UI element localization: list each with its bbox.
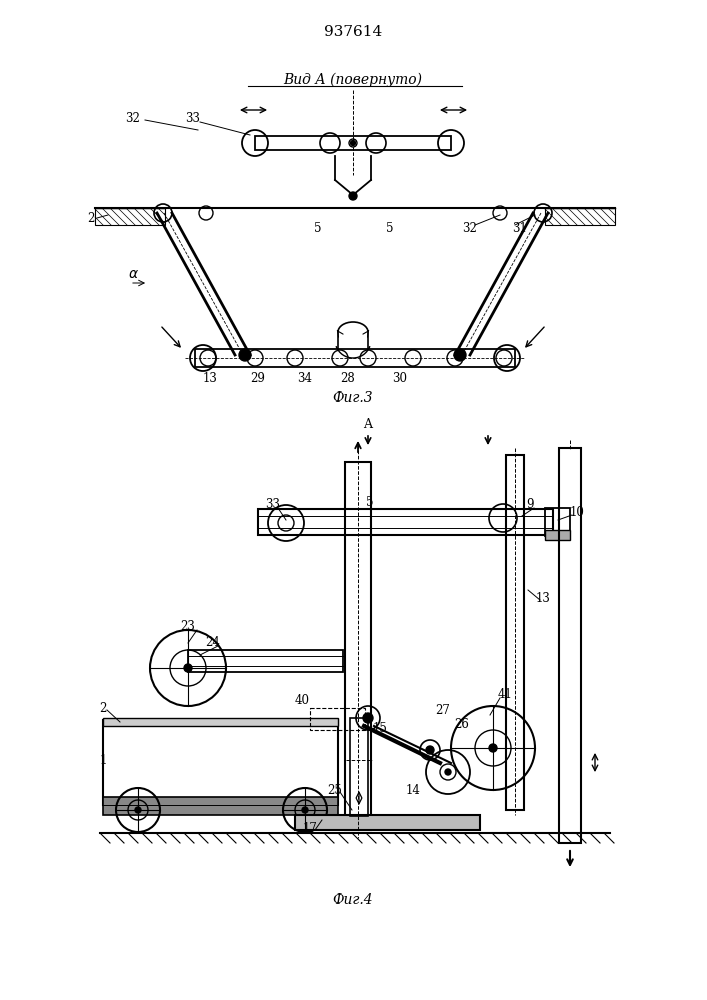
Bar [195, 349, 515, 367]
Text: Вид А (повернуто): Вид А (повернуто) [284, 73, 423, 87]
Text: 5: 5 [314, 222, 322, 234]
Text: 27: 27 [436, 704, 450, 716]
Circle shape [454, 349, 466, 361]
Text: 40: 40 [295, 694, 310, 706]
Bar [258, 509, 553, 535]
Circle shape [349, 192, 357, 200]
Bar [545, 508, 570, 536]
Bar [95, 208, 165, 225]
Bar [103, 720, 338, 805]
Text: 13: 13 [203, 371, 218, 384]
Bar [310, 708, 365, 730]
Circle shape [489, 744, 497, 752]
Bar [188, 650, 343, 672]
Bar [255, 136, 451, 150]
Text: 31: 31 [513, 222, 527, 234]
Bar [545, 530, 570, 540]
Bar [103, 718, 338, 726]
Text: 41: 41 [498, 688, 513, 702]
Text: 17: 17 [303, 822, 317, 834]
Bar [295, 815, 480, 830]
Text: 14: 14 [406, 784, 421, 796]
Text: 25: 25 [327, 784, 342, 796]
Text: 23: 23 [180, 620, 195, 634]
Circle shape [239, 349, 251, 361]
Circle shape [426, 746, 434, 754]
Circle shape [445, 769, 451, 775]
Circle shape [351, 140, 356, 145]
Bar [350, 718, 368, 816]
Text: 34: 34 [298, 371, 312, 384]
Text: 32: 32 [462, 222, 477, 234]
Circle shape [135, 807, 141, 813]
Text: 28: 28 [341, 371, 356, 384]
Text: 24: 24 [206, 636, 221, 648]
Text: 29: 29 [250, 371, 265, 384]
Circle shape [302, 807, 308, 813]
Text: 26: 26 [455, 718, 469, 732]
Circle shape [184, 664, 192, 672]
Bar [545, 208, 615, 225]
Text: 30: 30 [392, 371, 407, 384]
Text: 33: 33 [185, 111, 201, 124]
Text: 13: 13 [536, 591, 551, 604]
Text: Фиг.3: Фиг.3 [333, 391, 373, 405]
Text: 33: 33 [266, 498, 281, 512]
Text: 5: 5 [366, 495, 374, 508]
Bar [506, 455, 524, 810]
Text: 5: 5 [386, 222, 394, 234]
Text: 2: 2 [88, 212, 95, 225]
Bar [103, 797, 338, 815]
Text: 15: 15 [373, 722, 387, 734]
Bar [559, 448, 581, 843]
Text: 32: 32 [126, 111, 141, 124]
Text: 937614: 937614 [324, 25, 382, 39]
Bar [345, 462, 371, 830]
Text: 2: 2 [99, 702, 107, 714]
Text: $\alpha$: $\alpha$ [128, 267, 139, 281]
Text: 10: 10 [570, 506, 585, 518]
Circle shape [363, 713, 373, 723]
Text: Фиг.4: Фиг.4 [333, 893, 373, 907]
Text: A: A [363, 418, 373, 431]
Text: 1: 1 [99, 754, 107, 766]
Text: 9: 9 [526, 498, 534, 512]
